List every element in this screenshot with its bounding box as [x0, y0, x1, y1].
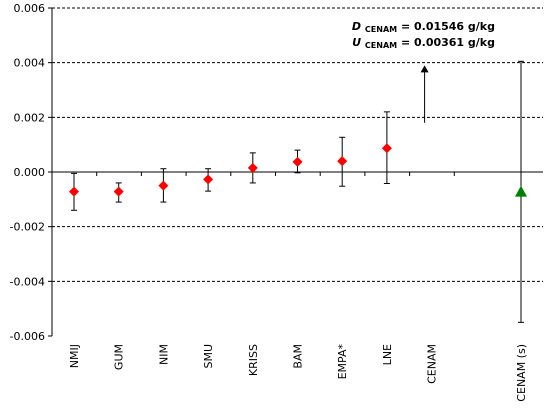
category-label: NIM: [157, 344, 170, 365]
category-label: SMU: [202, 344, 215, 369]
category-label: EMPA*: [336, 344, 349, 380]
category-label: KRISS: [247, 344, 260, 376]
annotation-u: U CENAM = 0.00361 g/kg: [352, 36, 495, 51]
y-tick-label: 0.000: [14, 166, 46, 179]
error-bars: [71, 60, 524, 323]
data-point-triangle: [515, 185, 527, 197]
grid-lines: [52, 7, 543, 282]
category-label: CENAM (s): [515, 344, 528, 402]
data-point-diamond: [158, 180, 169, 191]
arrow-head: [420, 65, 429, 73]
y-axis: 0.006 0.004 0.002 0.000 -0.002 -0.004 -0.006: [10, 2, 53, 343]
data-point-diamond: [247, 162, 258, 173]
category-label: NMIJ: [68, 344, 81, 368]
data-point-diamond: [292, 156, 303, 167]
y-tick-label: -0.002: [10, 221, 45, 234]
y-tick-label: -0.004: [10, 275, 45, 288]
data-point-diamond: [337, 156, 348, 167]
category-label: GUM: [113, 344, 126, 370]
category-label: LNE: [381, 344, 394, 365]
y-tick-label: 0.004: [14, 57, 46, 70]
markers: [69, 143, 527, 197]
annotation-u-subscript: CENAM: [365, 41, 397, 50]
data-point-diamond: [69, 186, 79, 197]
off-scale-arrow: [420, 65, 429, 123]
category-label: BAM: [292, 344, 305, 369]
annotation-d-symbol: D: [352, 20, 361, 33]
annotation-d-subscript: CENAM: [365, 25, 397, 34]
category-label: CENAM: [426, 344, 439, 384]
y-tick-label: 0.006: [14, 2, 46, 15]
y-tick-label: -0.006: [10, 330, 45, 343]
annotation-u-symbol: U: [352, 36, 361, 49]
data-point-diamond: [381, 143, 392, 154]
y-tick-label: 0.002: [14, 111, 46, 124]
category-labels: NMIJ GUM NIM SMU KRISS BAM EMPA* LNE CENAM CENAM …: [68, 344, 528, 402]
data-point-diamond: [113, 186, 124, 197]
annotation-u-value: = 0.00361 g/kg: [401, 36, 495, 49]
data-point-diamond: [203, 174, 214, 185]
annotation-d-value: = 0.01546 g/kg: [401, 20, 495, 33]
annotation-d: D CENAM = 0.01546 g/kg: [352, 20, 495, 35]
